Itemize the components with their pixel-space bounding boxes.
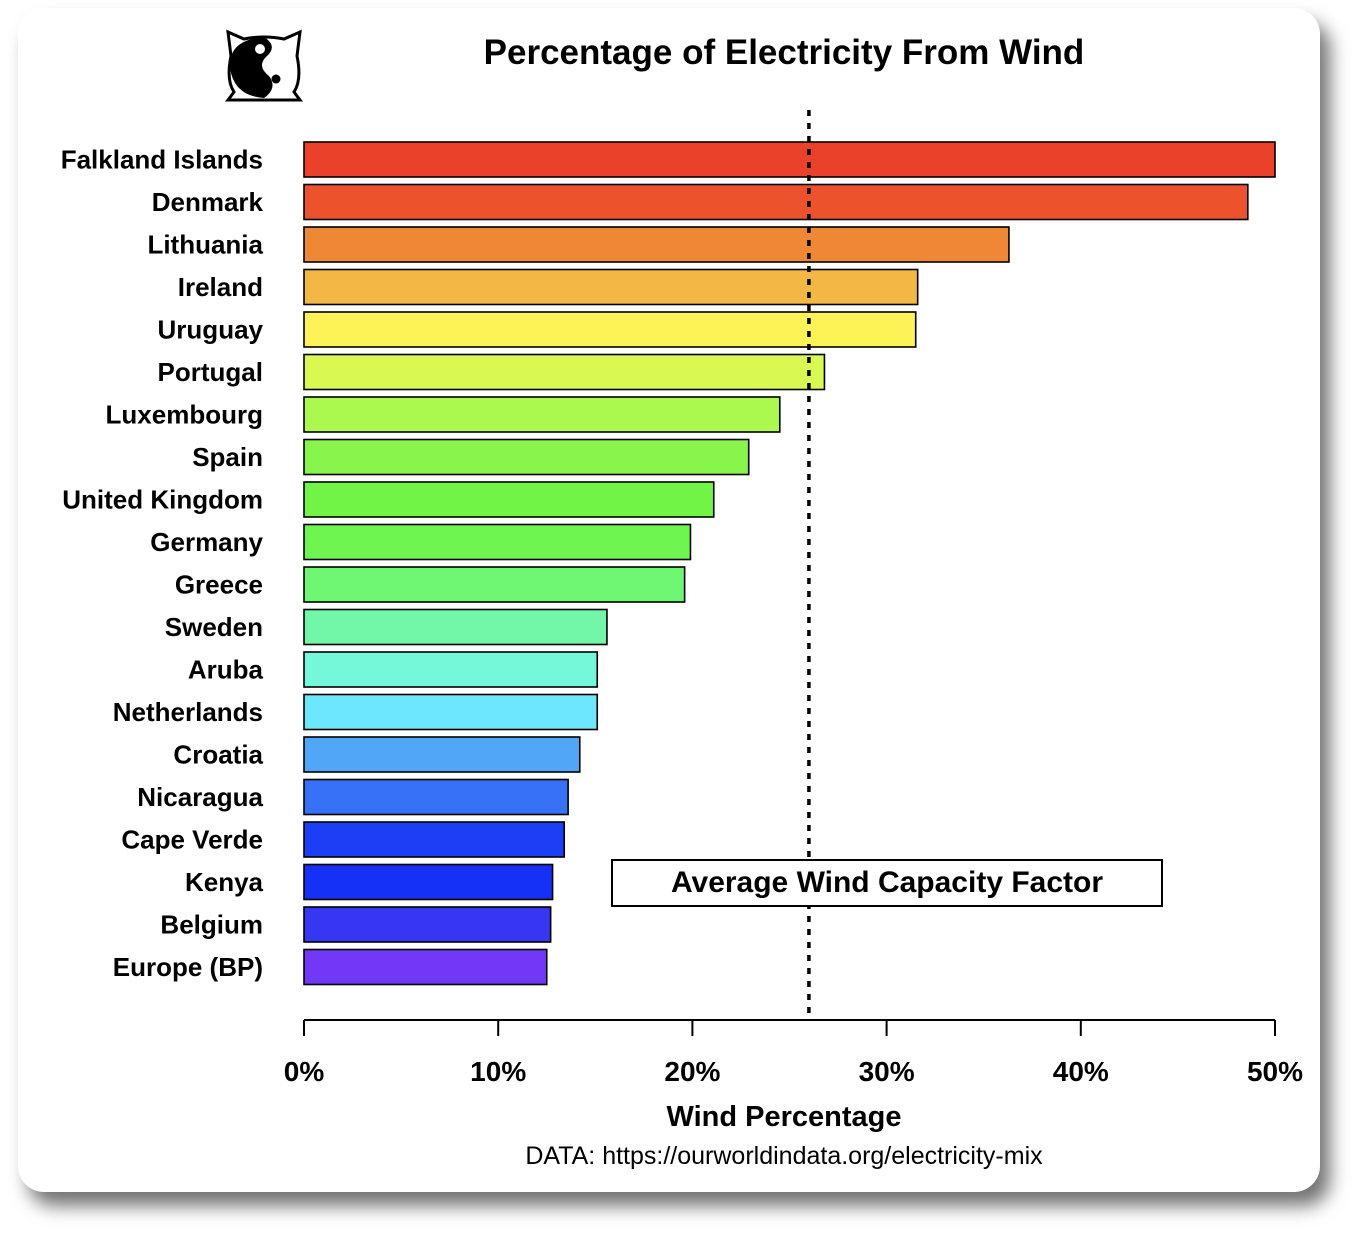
x-tick-label: 20%: [664, 1056, 720, 1087]
category-label-falkland-islands: Falkland Islands: [61, 145, 263, 175]
category-label-kenya: Kenya: [185, 867, 264, 897]
category-label-belgium: Belgium: [160, 910, 263, 940]
bar-croatia: [303, 736, 581, 773]
bar-lithuania: [303, 226, 1010, 263]
category-label-united-kingdom: United Kingdom: [62, 485, 263, 515]
bar-netherlands: [303, 693, 599, 731]
category-label-lithuania: Lithuania: [147, 230, 263, 260]
annotation-box: [611, 859, 1163, 907]
category-label-spain: Spain: [192, 442, 263, 472]
bar-falkland-islands: [303, 141, 1276, 178]
annotation-label: Average Wind Capacity Factor: [671, 866, 1103, 899]
category-label-nicaragua: Nicaragua: [137, 782, 263, 812]
category-label-ireland: Ireland: [178, 272, 263, 302]
bar-europe-bp: [303, 948, 548, 986]
bar-belgium: [303, 906, 552, 943]
category-label-europe-bp: Europe (BP): [113, 952, 263, 982]
bar-denmark: [303, 183, 1249, 221]
category-label-uruguay: Uruguay: [158, 315, 264, 345]
category-label-denmark: Denmark: [152, 187, 264, 217]
bar-portugal: [303, 353, 826, 391]
x-tick-label: 10%: [470, 1056, 526, 1087]
x-tick-label: 50%: [1247, 1056, 1303, 1087]
category-label-luxembourg: Luxembourg: [106, 400, 263, 430]
bar-united-kingdom: [303, 481, 715, 518]
bar-germany: [303, 523, 692, 561]
bar-luxembourg: [303, 396, 781, 433]
x-tick-label: 30%: [859, 1056, 915, 1087]
bar-greece: [303, 566, 686, 603]
reference-annotation: Average Wind Capacity Factor: [611, 859, 1163, 907]
category-labels: Falkland Islands Denmark Lithuania Ireland U…: [61, 145, 264, 983]
yin-yang-cat-logo: [225, 29, 303, 102]
data-source: DATA: https://ourworldindata.org/electri…: [525, 1142, 1043, 1170]
x-axis: 0% 10% 20% 30% 40% 50%: [284, 1019, 1303, 1087]
category-label-cape-verde: Cape Verde: [121, 825, 263, 855]
bar-kenya: [303, 863, 554, 901]
x-tick-label: 40%: [1053, 1056, 1109, 1087]
bar-sweden: [303, 608, 608, 646]
x-axis-label: Wind Percentage: [666, 1101, 901, 1133]
category-label-sweden: Sweden: [165, 612, 263, 642]
bars: [303, 141, 1276, 986]
category-label-greece: Greece: [175, 570, 263, 600]
bar-spain: [303, 438, 750, 476]
x-tick-label: 0%: [284, 1056, 325, 1087]
category-label-netherlands: Netherlands: [113, 697, 263, 727]
chart-title: Percentage of Electricity From Wind: [484, 33, 1085, 72]
bar-ireland: [303, 268, 919, 306]
category-label-portugal: Portugal: [158, 357, 263, 387]
bar-uruguay: [303, 311, 917, 348]
category-label-croatia: Croatia: [173, 740, 263, 770]
bar-aruba: [303, 651, 599, 688]
category-label-aruba: Aruba: [188, 655, 264, 685]
bar-nicaragua: [303, 778, 569, 816]
category-label-germany: Germany: [150, 527, 263, 557]
bar-cape-verde: [303, 821, 566, 858]
